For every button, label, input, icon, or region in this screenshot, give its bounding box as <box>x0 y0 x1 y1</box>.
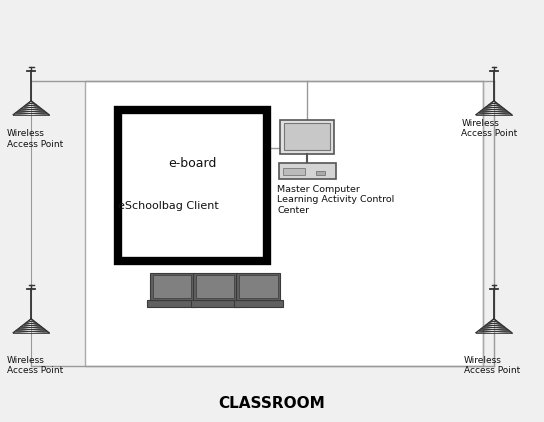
Bar <box>316 170 325 175</box>
Bar <box>285 123 330 150</box>
Bar <box>190 300 240 307</box>
Text: Master Computer
Learning Activity Control
Center: Master Computer Learning Activity Contro… <box>277 185 394 215</box>
Bar <box>196 275 234 298</box>
Text: Wireless
Access Point: Wireless Access Point <box>7 356 63 375</box>
Bar <box>193 273 237 300</box>
Bar <box>283 168 305 176</box>
Bar <box>234 300 283 307</box>
Bar <box>85 81 483 366</box>
Bar <box>237 273 281 300</box>
Bar <box>279 163 336 179</box>
Text: Wireless
Access Point: Wireless Access Point <box>464 356 521 375</box>
Text: eSchoolbag Client: eSchoolbag Client <box>118 201 219 211</box>
Bar <box>118 111 267 261</box>
Text: CLASSROOM: CLASSROOM <box>219 396 325 411</box>
Bar <box>150 273 194 300</box>
Bar <box>239 275 277 298</box>
Text: Wireless
Access Point: Wireless Access Point <box>461 119 518 138</box>
Bar <box>153 275 191 298</box>
Bar <box>280 120 334 154</box>
Bar <box>147 300 196 307</box>
Text: e-board: e-board <box>168 157 217 170</box>
Text: Wireless
Access Point: Wireless Access Point <box>7 129 63 149</box>
